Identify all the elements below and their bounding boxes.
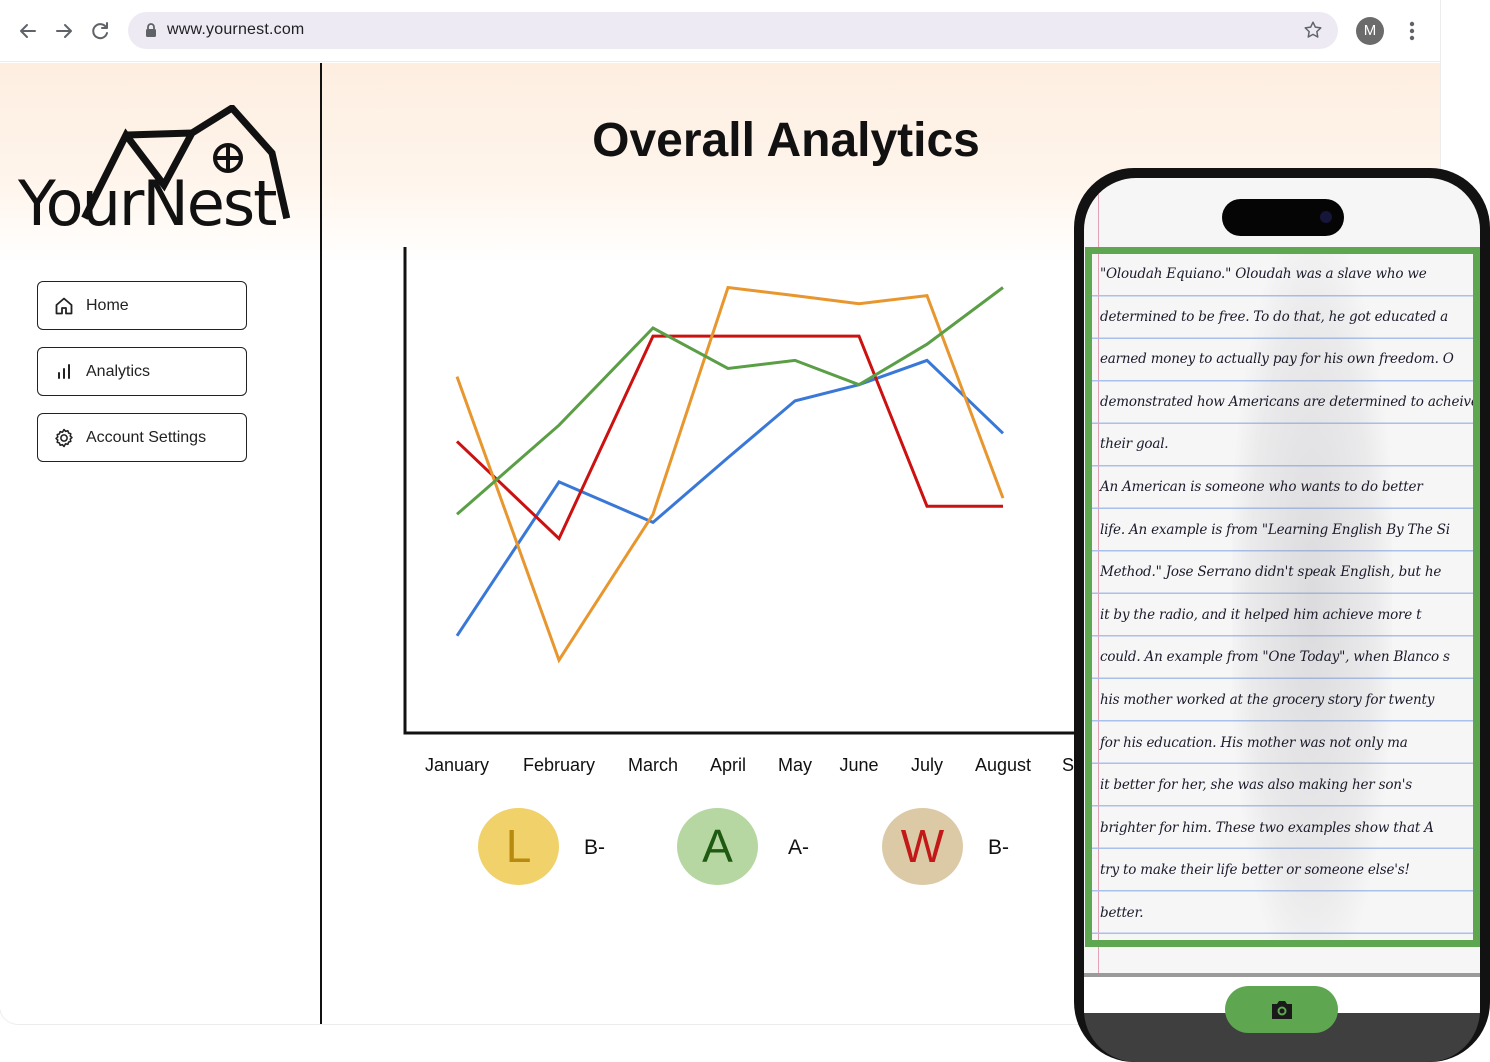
browser-toolbar: www.yournest.com M [0, 0, 1440, 62]
grade-badge-w: W [882, 808, 963, 885]
scan-frame: "Oloudah Equiano." Oloudah was a slave w… [1085, 247, 1480, 947]
yournest-logo[interactable]: YourNest [14, 105, 304, 240]
gear-icon [53, 427, 75, 449]
handwriting-line: demonstrated how Americans are determine… [1100, 393, 1479, 410]
series-line-2 [455, 285, 1005, 664]
x-tick-label: S [1062, 755, 1074, 775]
paper-shadow [1232, 254, 1392, 940]
logo-text: YourNest [18, 167, 277, 240]
handwriting-line: his mother worked at the grocery story f… [1100, 692, 1435, 708]
camera-viewfinder: "Oloudah Equiano." Oloudah was a slave w… [1084, 178, 1480, 973]
sidebar-item-label: Analytics [86, 362, 151, 380]
handwriting-line: earned money to actually pay for his own… [1100, 351, 1454, 368]
handwriting-line: it better for her, she was also making h… [1100, 777, 1412, 794]
handwriting-line: life. An example is from "Learning Engli… [1100, 521, 1450, 538]
grade-value: B- [584, 836, 605, 859]
url-text[interactable]: www.yournest.com [167, 21, 305, 38]
kebab-menu-icon[interactable] [1402, 18, 1422, 44]
x-tick-label: June [839, 755, 878, 775]
chart-axes [403, 247, 1084, 735]
sidebar-item-home[interactable]: Home [37, 281, 247, 330]
handwriting-line: for his education. His mother was not on… [1100, 734, 1408, 751]
grade-badge-a: A [677, 808, 758, 885]
sidebar-item-account-settings[interactable]: Account Settings [37, 413, 247, 462]
grade-value: A- [788, 836, 809, 859]
phone-screen: "Oloudah Equiano." Oloudah was a slave w… [1084, 178, 1480, 1062]
page-title: Overall Analytics [592, 114, 980, 167]
reload-icon[interactable] [88, 19, 112, 43]
handwriting-line: An American is someone who wants to do b… [1100, 479, 1423, 495]
front-camera-icon [1320, 211, 1332, 223]
x-tick-label: August [975, 755, 1031, 775]
handwriting-line: better. [1100, 905, 1144, 921]
home-icon [53, 295, 75, 317]
capture-button[interactable] [1225, 986, 1338, 1033]
handwriting-line: brighter for him. These two examples sho… [1100, 819, 1434, 836]
analytics-line-chart: January February March April May June July Augu… [403, 247, 1084, 775]
series-line-3 [456, 286, 1004, 516]
x-tick-label: February [523, 755, 595, 775]
camera-icon [1271, 1000, 1292, 1019]
x-tick-label: May [778, 755, 812, 775]
handwriting-line: determined to be free. To do that, he go… [1100, 308, 1449, 325]
series-line-1 [455, 334, 1003, 542]
lock-icon [144, 22, 158, 38]
address-bar[interactable]: www.yournest.com [128, 12, 1338, 49]
handwriting-line: try to make their life better or someone… [1100, 862, 1410, 879]
x-tick-label: July [911, 755, 943, 775]
house-roof-icon [81, 105, 291, 220]
grade-badge-l: L [478, 808, 559, 885]
star-icon[interactable] [1302, 18, 1324, 48]
sidebar-item-label: Account Settings [86, 428, 207, 446]
handwriting-line: "Oloudah Equiano." Oloudah was a slave w… [1100, 266, 1427, 282]
handwriting-line: Method." Jose Serrano didn't speak Engli… [1100, 564, 1442, 581]
bar-chart-icon [53, 361, 75, 383]
back-arrow-icon[interactable] [16, 19, 40, 43]
profile-avatar[interactable]: M [1356, 17, 1384, 45]
grade-value: B- [988, 836, 1009, 859]
x-tick-label: April [710, 755, 746, 775]
handwriting-line: it by the radio, and it helped him achie… [1100, 606, 1422, 623]
sidebar-item-label: Home [86, 296, 129, 314]
main-content: Overall Analytics January February March Ap… [324, 63, 1440, 1024]
handwriting-line: their goal. [1100, 436, 1169, 453]
phone-mockup: "Oloudah Equiano." Oloudah was a slave w… [1074, 168, 1490, 1062]
series-line-0 [455, 358, 1005, 637]
x-tick-label: January [425, 755, 489, 775]
forward-arrow-icon[interactable] [52, 19, 76, 43]
sidebar: YourNest Home Analytics Account Settings [0, 63, 322, 1024]
x-tick-label: March [628, 755, 678, 775]
sidebar-item-analytics[interactable]: Analytics [37, 347, 247, 396]
dynamic-island [1222, 199, 1344, 236]
handwriting-line: could. An example from "One Today", when… [1100, 649, 1450, 666]
